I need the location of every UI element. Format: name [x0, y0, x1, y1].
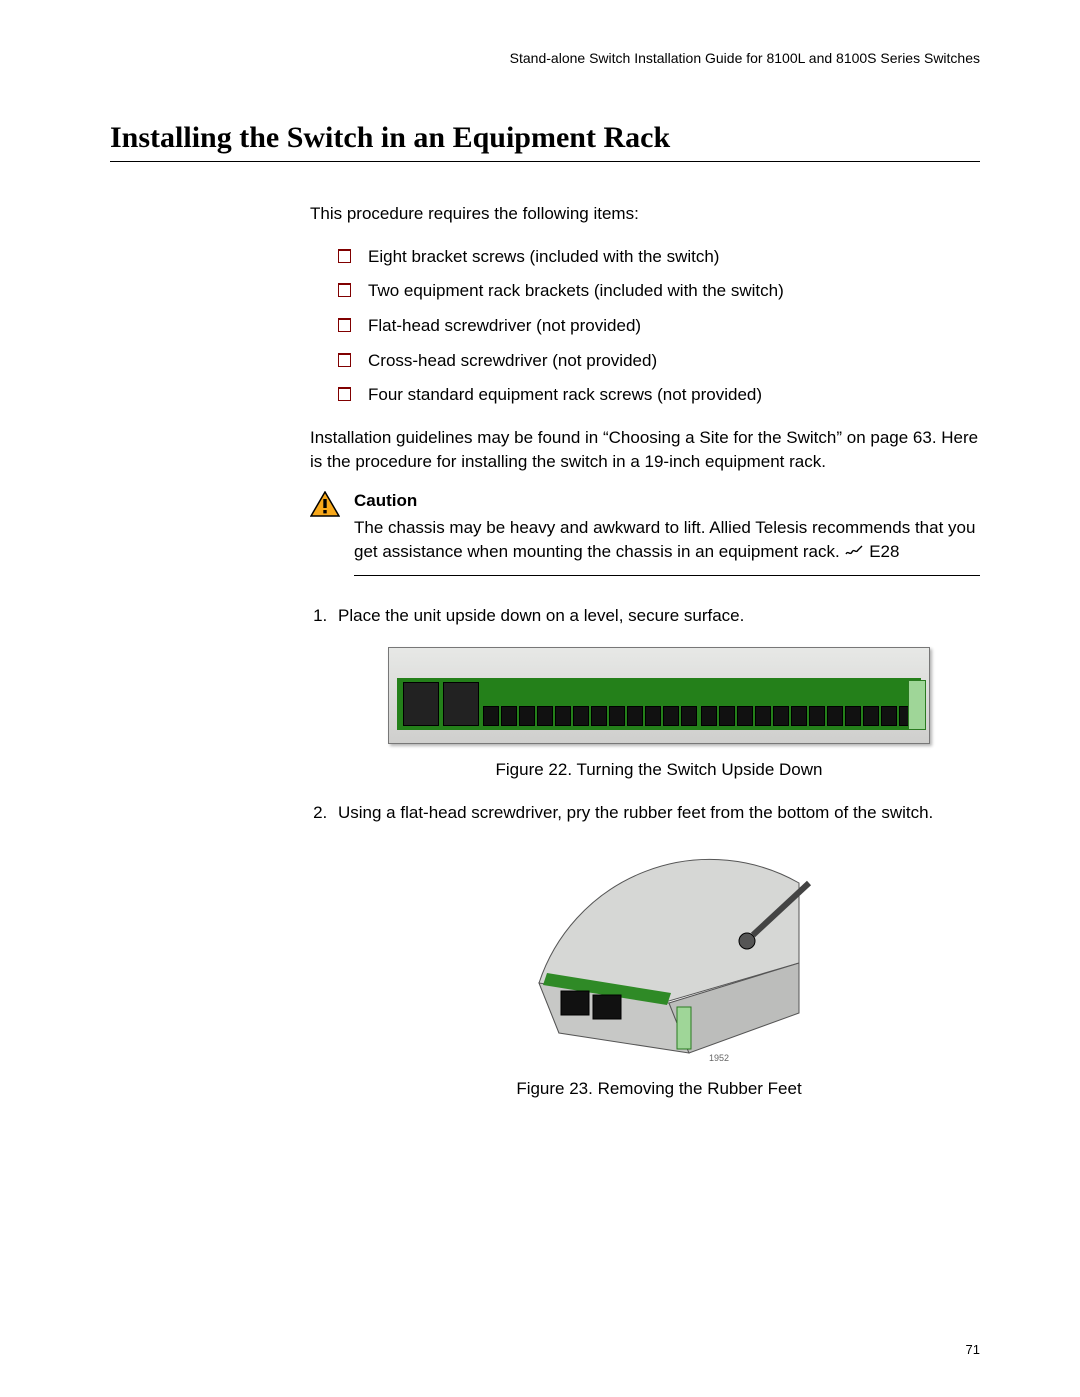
guideline-paragraph: Installation guidelines may be found in … — [310, 426, 980, 475]
intro-text: This procedure requires the following it… — [310, 202, 980, 227]
figure-22: Figure 22. Turning the Switch Upside Dow… — [338, 647, 980, 783]
page-number: 71 — [966, 1342, 980, 1357]
caution-text: The chassis may be heavy and awkward to … — [354, 516, 980, 565]
page-header: Stand-alone Switch Installation Guide fo… — [110, 50, 980, 66]
procedure-steps: Place the unit upside down on a level, s… — [310, 604, 980, 1102]
list-item: Eight bracket screws (included with the … — [338, 245, 980, 270]
caution-callout: Caution The chassis may be heavy and awk… — [310, 489, 980, 576]
figure-23-caption: Figure 23. Removing the Rubber Feet — [338, 1077, 980, 1102]
list-item: Four standard equipment rack screws (not… — [338, 383, 980, 408]
required-items-list: Eight bracket screws (included with the … — [338, 245, 980, 408]
scribble-icon — [844, 541, 864, 566]
step-item: Using a flat-head screwdriver, pry the r… — [332, 801, 980, 1102]
list-item: Two equipment rack brackets (included wi… — [338, 279, 980, 304]
figure-22-caption: Figure 22. Turning the Switch Upside Dow… — [338, 758, 980, 783]
svg-text:1952: 1952 — [709, 1053, 729, 1063]
list-item: Flat-head screwdriver (not provided) — [338, 314, 980, 339]
list-item: Cross-head screwdriver (not provided) — [338, 349, 980, 374]
removing-rubber-feet-image: 1952 — [499, 843, 819, 1063]
figure-23: 1952 Figure 23. Removing the Rubber Feet — [338, 843, 980, 1102]
caution-label: Caution — [354, 489, 980, 514]
switch-upside-down-image — [388, 647, 930, 744]
page-title: Installing the Switch in an Equipment Ra… — [110, 121, 980, 162]
caution-icon — [310, 491, 340, 525]
step-item: Place the unit upside down on a level, s… — [332, 604, 980, 782]
